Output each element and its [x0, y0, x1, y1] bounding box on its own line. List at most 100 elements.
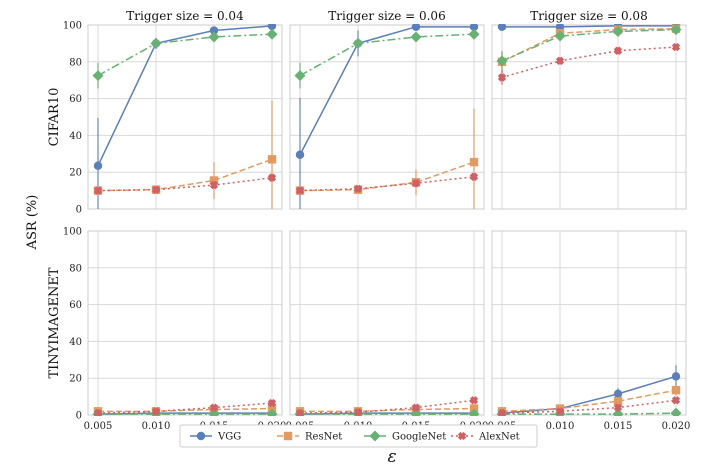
- legend-label: ResNet: [305, 432, 342, 443]
- data-point: [352, 37, 364, 49]
- data-point: [151, 407, 161, 416]
- data-point: [612, 25, 624, 37]
- panel-frame: [87, 24, 283, 210]
- row-label: TINYIMAGENET: [47, 267, 62, 378]
- data-point: [496, 55, 508, 67]
- series-line: [502, 412, 677, 415]
- data-point: [266, 408, 278, 416]
- data-point: [671, 385, 681, 395]
- series-googlenet: [496, 24, 682, 71]
- x-tick-label: 0.010: [546, 421, 575, 432]
- series-googlenet: [294, 28, 480, 89]
- data-point: [208, 408, 220, 416]
- data-point: [670, 407, 682, 416]
- data-point: [150, 37, 162, 49]
- legend-frame: [179, 424, 538, 448]
- data-point: [267, 24, 277, 31]
- y-tick-label: 0: [76, 205, 82, 216]
- legend-entry-resnet: ResNet: [277, 432, 342, 443]
- series-googlenet: [92, 28, 278, 89]
- data-point: [93, 408, 103, 416]
- x-tick-label: 0.020: [662, 421, 691, 432]
- data-point: [267, 155, 277, 164]
- data-point: [353, 408, 363, 416]
- series-line: [299, 161, 475, 192]
- data-point: [613, 397, 623, 406]
- data-point: [208, 31, 220, 43]
- panel-r0-c2: Trigger size = 0.08: [491, 9, 687, 210]
- data-point: [92, 70, 104, 82]
- x-axis-label: ε: [387, 447, 396, 467]
- series-line: [501, 46, 677, 79]
- series-line: [299, 399, 475, 414]
- data-point: [497, 73, 507, 82]
- data-point: [93, 186, 103, 195]
- series-alexnet: [93, 398, 277, 416]
- data-point: [266, 28, 278, 40]
- data-point: [93, 161, 103, 170]
- series-line: [299, 26, 474, 156]
- data-point: [612, 408, 624, 416]
- data-point: [411, 179, 421, 188]
- data-point: [209, 403, 219, 412]
- legend-label: VGG: [217, 432, 241, 443]
- data-point: [497, 24, 507, 32]
- panels-layer: 0 20 40 60 80 100 Trigger size = 0.04 CIFAR10 Tr…: [47, 9, 690, 432]
- legend-entry-alexnet: AlexNet: [451, 432, 520, 443]
- data-point: [411, 403, 421, 412]
- panel-title: Trigger size = 0.08: [530, 9, 647, 23]
- series-alexnet: [295, 172, 479, 195]
- series-line: [300, 407, 475, 413]
- data-point: [613, 46, 623, 55]
- data-point: [469, 172, 479, 181]
- data-point: [469, 404, 479, 413]
- series-line: [501, 375, 677, 414]
- data-point: [353, 184, 363, 193]
- data-point: [410, 31, 422, 43]
- data-point: [468, 408, 480, 416]
- data-point: [295, 150, 305, 159]
- y-tick-label: 40: [69, 337, 82, 348]
- data-point: [613, 389, 623, 399]
- data-point: [267, 398, 277, 408]
- series-alexnet: [497, 396, 681, 416]
- series-line: [299, 176, 475, 192]
- series-alexnet: [295, 396, 479, 416]
- data-point: [671, 372, 681, 381]
- legend-marker: [369, 430, 381, 442]
- series-line: [501, 399, 677, 414]
- y-tick-label: 0: [76, 411, 82, 422]
- panel-frame: [491, 24, 687, 210]
- data-point: [267, 404, 277, 413]
- data-point: [469, 157, 479, 167]
- x-tick-label: 0.010: [142, 421, 171, 432]
- legend: VGG ResNet GoogleNet AlexNet: [179, 424, 538, 448]
- data-point: [555, 407, 565, 416]
- data-point: [295, 408, 305, 416]
- y-tick-label: 60: [69, 94, 82, 105]
- panel-title: Trigger size = 0.06: [328, 9, 445, 23]
- data-point: [295, 186, 305, 195]
- y-tick-label: 20: [69, 374, 82, 385]
- y-tick-label: 100: [63, 21, 82, 32]
- legend-label: GoogleNet: [392, 432, 446, 443]
- data-point: [671, 42, 681, 52]
- data-point: [469, 396, 479, 405]
- panel-r0-c0: 0 20 40 60 80 100 Trigger size = 0.04 CIFAR10: [47, 9, 283, 216]
- y-tick-label: 20: [69, 168, 82, 179]
- data-point: [469, 24, 479, 32]
- data-point: [554, 30, 566, 42]
- x-tick-label: 0.005: [84, 421, 113, 432]
- data-point: [267, 173, 277, 182]
- x-tick-label: 0.015: [604, 421, 633, 432]
- legend-entry-googlenet: GoogleNet: [364, 430, 446, 443]
- y-tick-label: 80: [69, 263, 82, 274]
- series-line: [97, 176, 273, 192]
- series-line: [502, 25, 676, 28]
- panel-r0-c1: Trigger size = 0.06: [289, 9, 485, 210]
- series-line: [97, 33, 273, 77]
- y-tick-label: 40: [69, 131, 82, 142]
- data-point: [294, 70, 306, 82]
